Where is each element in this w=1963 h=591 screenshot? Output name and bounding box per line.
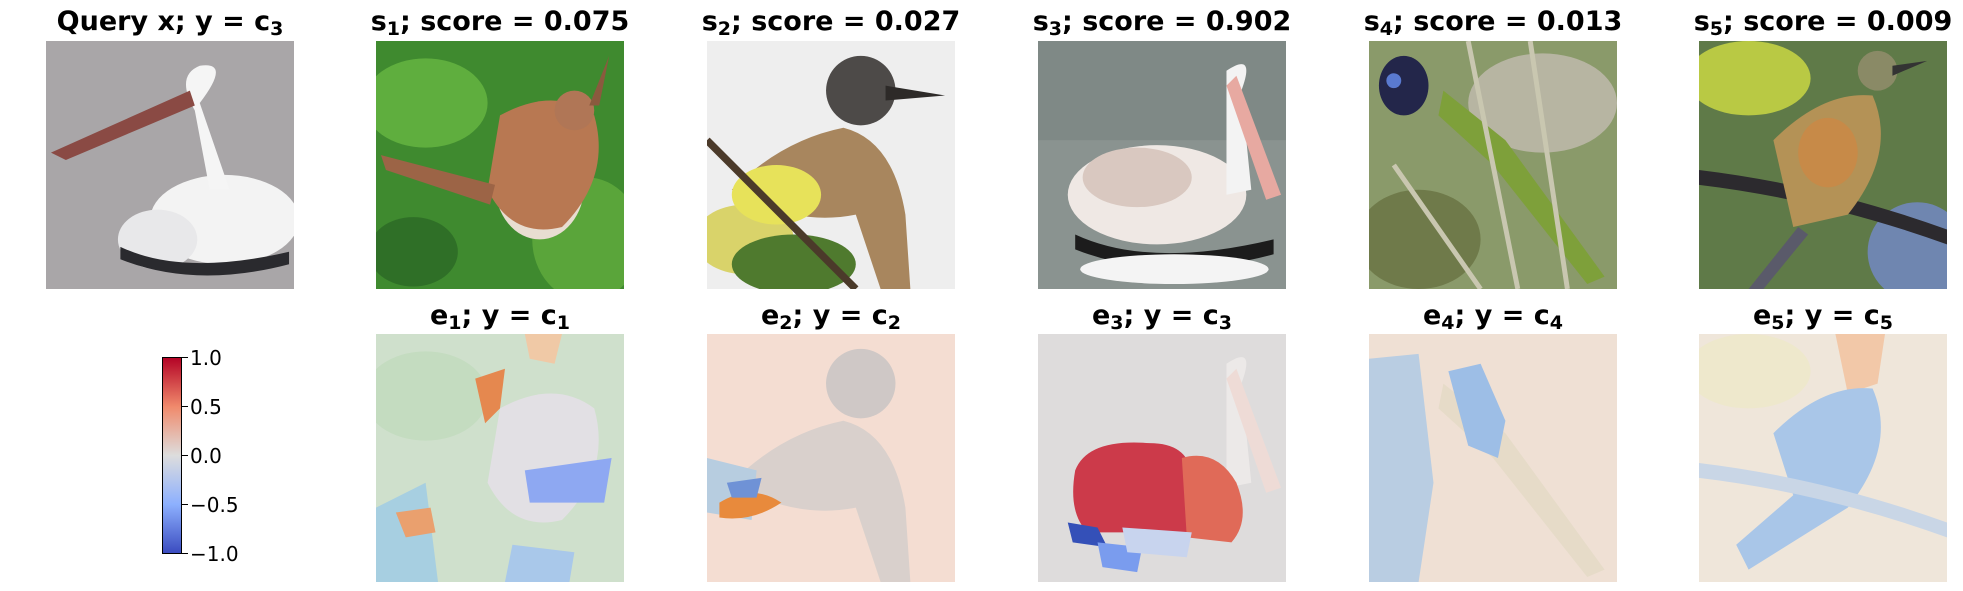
support-title-1: s1; score = 0.075 (370, 6, 630, 40)
oriole-icon (1699, 41, 1947, 289)
query-title: Query x; y = c3 (56, 6, 284, 40)
explanation-title-5: e5; y = c5 (1752, 300, 1894, 334)
explanation-title-4: e4; y = c4 (1422, 300, 1564, 334)
colorbar-tick (182, 406, 188, 407)
support-title-3: s3; score = 0.902 (1032, 6, 1292, 40)
explanation-title-2: e2; y = c2 (760, 300, 902, 334)
explanation-image-1 (376, 334, 624, 582)
colorbar-tick-label: −0.5 (190, 493, 239, 517)
colorbar-tick (182, 455, 188, 456)
flycatcher-icon (707, 41, 955, 289)
support-title-4: s4; score = 0.013 (1363, 6, 1623, 40)
support-image-2 (707, 41, 955, 289)
support-image-4 (1369, 41, 1617, 289)
colorbar-gradient (162, 357, 182, 554)
pelican-icon (1038, 334, 1286, 582)
colorbar-tick-label: −1.0 (190, 542, 239, 566)
explanation-image-2 (707, 334, 955, 582)
explanation-image-4 (1369, 334, 1617, 582)
pelican-icon (1038, 41, 1286, 289)
explanation-image-5 (1699, 334, 1947, 582)
explanation-title-3: e3; y = c3 (1091, 300, 1233, 334)
support-image-5 (1699, 41, 1947, 289)
colorbar-tick (182, 504, 188, 505)
colorbar-tick (182, 553, 188, 554)
colorbar-tick-label: 0.0 (190, 444, 222, 468)
wren-icon (376, 41, 624, 289)
query-image (46, 41, 294, 289)
explanation-image-3 (1038, 334, 1286, 582)
jay-icon (1369, 41, 1617, 289)
support-image-1 (376, 41, 624, 289)
support-image-3 (1038, 41, 1286, 289)
explanation-title-1: e1; y = c1 (429, 300, 571, 334)
colorbar-tick-label: 1.0 (190, 346, 222, 370)
pelican-icon (46, 41, 294, 289)
flycatcher-icon (707, 334, 955, 582)
wren-icon (376, 334, 624, 582)
support-title-5: s5; score = 0.009 (1693, 6, 1953, 40)
support-title-2: s2; score = 0.027 (701, 6, 961, 40)
jay-icon (1369, 334, 1617, 582)
colorbar-tick (182, 357, 188, 358)
oriole-icon (1699, 334, 1947, 582)
colorbar-tick-label: 0.5 (190, 395, 222, 419)
